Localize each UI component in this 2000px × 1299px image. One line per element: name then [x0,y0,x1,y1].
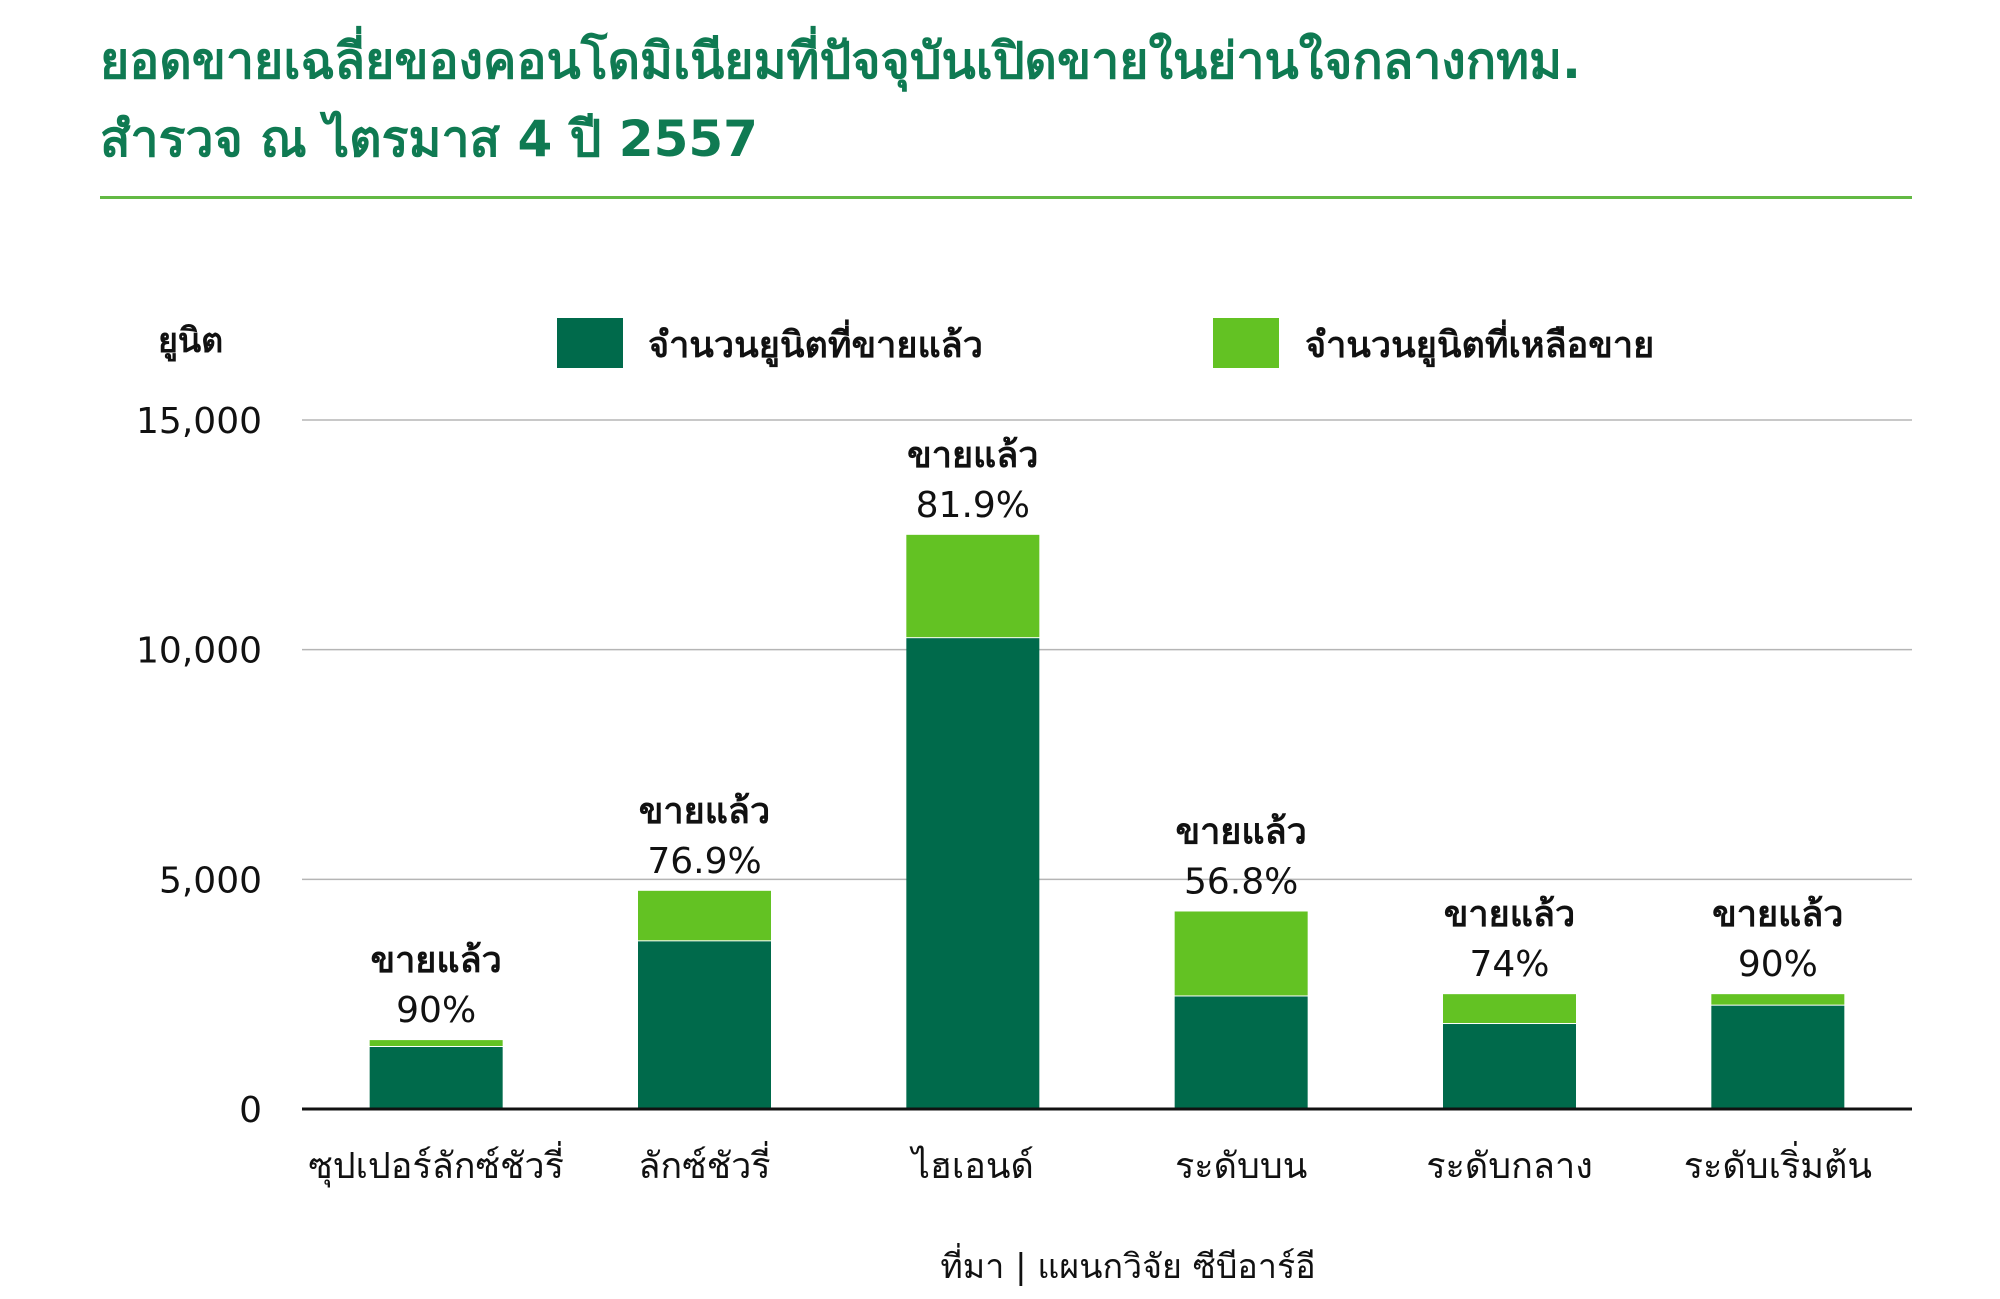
x-axis-categories: ซุปเปอร์ลักซ์ชัวรี่ ลักซ์ชัวรี่ ไฮเอนด์ ระด… [308,1141,1872,1188]
bar-sold [638,941,771,1109]
y-axis-ticks: 0 5,000 10,000 15,000 [136,401,262,1131]
y-tick-label: 0 [239,1090,262,1131]
bar-remaining [369,1040,503,1046]
y-tick-label: 15,000 [136,401,262,442]
bar-remaining [1443,994,1576,1024]
x-category-label: ลักซ์ชัวรี่ [638,1141,770,1187]
bars [369,534,1845,1109]
bar-remaining [638,890,771,941]
bar-remaining [1174,911,1308,996]
legend-label-sold: จำนวนยูนิตที่ขายแล้ว [648,319,983,368]
bar-annotations: ขายแล้ว 90% ขายแล้ว 76.9% ขายแล้ว 81.9% ขายแล้… [370,435,1843,1031]
chart-title-line-1: ยอดขายเฉลี่ยของคอนโดมิเนียมที่ปัจจุบันเป… [100,32,1582,90]
legend-label-remaining: จำนวนยูนิตที่เหลือขาย [1305,319,1654,368]
annotation-value: 81.9% [916,485,1030,526]
x-category-label: ระดับกลาง [1426,1146,1593,1187]
annotation-label: ขายแล้ว [907,435,1038,476]
annotation-label: ขายแล้ว [1712,894,1843,935]
x-category-label: ซุปเปอร์ลักซ์ชัวรี่ [308,1141,564,1188]
title-divider [100,196,1912,199]
chart-title: ยอดขายเฉลี่ยของคอนโดมิเนียมที่ปัจจุบันเป… [100,22,1930,178]
legend-swatch-sold [557,318,623,368]
annotation-label: ขายแล้ว [1444,894,1575,935]
x-category-label: ระดับบน [1175,1146,1307,1187]
annotation-value: 56.8% [1184,861,1298,902]
gridlines [302,419,1912,881]
source-note: ที่มา | แผนกวิจัย ซีบีอาร์อี [940,1243,1315,1287]
annotation-label: ขายแล้ว [370,940,501,981]
bar-sold [906,638,1040,1109]
bar-remaining [1711,994,1845,1005]
annotation-label: ขายแล้ว [1175,811,1306,852]
annotation-value: 76.9% [647,841,761,882]
bar-remaining [906,534,1040,638]
bar-sold [1174,996,1308,1109]
x-category-label: ระดับเริ่มต้น [1684,1141,1872,1187]
bar-sold [1443,1024,1576,1109]
bar-sold [369,1046,503,1109]
legend-swatch-remaining [1213,318,1279,368]
annotation-value: 74% [1469,944,1549,985]
annotation-label: ขายแล้ว [639,791,770,832]
y-tick-label: 10,000 [136,631,262,672]
annotation-value: 90% [1738,944,1818,985]
y-tick-label: 5,000 [159,860,262,901]
chart-title-line-2: สำรวจ ณ ไตรมาส 4 ปี 2557 [100,110,758,168]
bar-sold [1711,1005,1845,1109]
x-category-label: ไฮเอนด์ [909,1145,1034,1187]
y-axis-label: ยูนิต [158,321,223,362]
annotation-value: 90% [396,990,476,1031]
legend: จำนวนยูนิตที่ขายแล้ว จำนวนยูนิตที่เหลือข… [557,318,1654,368]
